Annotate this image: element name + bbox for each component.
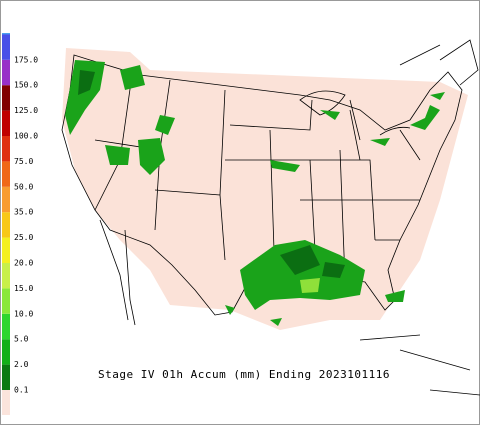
legend-swatch [2,237,10,263]
legend-label: 20.0 [14,259,33,268]
legend-label: 75.0 [14,157,33,166]
legend-swatch [2,161,10,187]
legend-swatch [2,313,10,340]
legend-label: 35.0 [14,208,33,217]
legend-swatch [2,186,10,213]
map-title: Stage IV 01h Accum (mm) Ending 202310111… [98,368,390,381]
legend-label: 50.0 [14,182,33,191]
legend-swatch [2,212,10,238]
legend-label: 100.0 [14,132,38,141]
legend-swatch [2,288,10,314]
legend-swatch [2,110,10,136]
legend-swatch [2,59,10,86]
legend-swatch [2,136,10,162]
legend-label: 25.0 [14,233,33,242]
precipitation [65,60,445,326]
legend-label: 5.0 [14,335,29,344]
legend-label: 125.0 [14,106,38,115]
legend-swatch [2,33,10,35]
legend-label: 175.0 [14,55,38,64]
legend-label: 15.0 [14,284,33,293]
legend-swatch [2,263,10,289]
legend-swatch [2,390,10,415]
legend-swatch [2,33,10,60]
legend: 0.1 2.0 5.0 10.0 15.0 20.0 25.0 35.0 50.0 75.0 100… [2,33,38,415]
legend-label: 0.1 [14,386,29,395]
legend-label: 150.0 [14,81,38,90]
legend-swatch [2,85,10,111]
legend-label: 10.0 [14,309,33,318]
legend-label: 2.0 [14,360,29,369]
legend-swatch [2,339,10,365]
legend-swatch [2,364,10,390]
